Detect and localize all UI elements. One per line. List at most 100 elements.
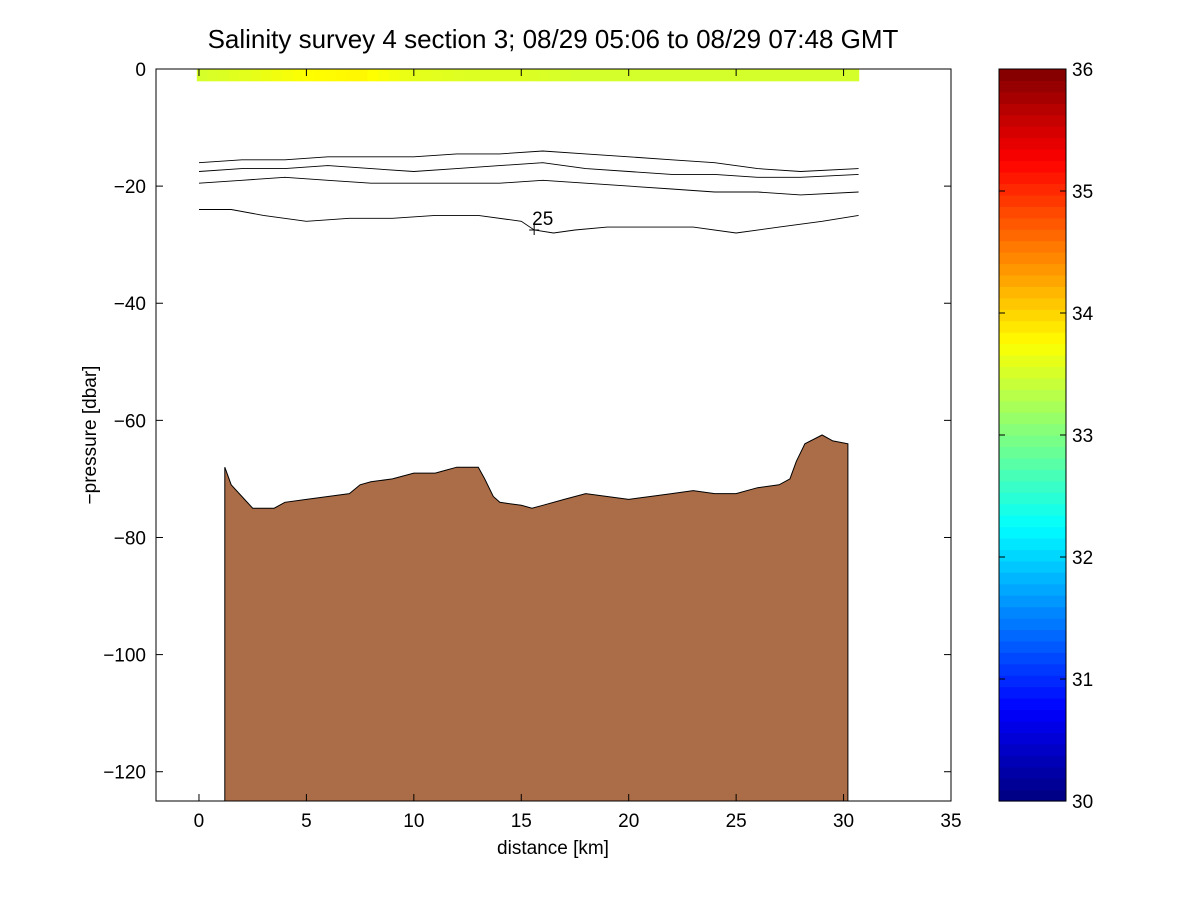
salinity-cell [655, 74, 668, 82]
colorbar-band [999, 595, 1066, 608]
salinity-cell [592, 10, 603, 16]
salinity-cell [229, 16, 240, 22]
salinity-cell [271, 69, 283, 76]
salinity-cell [207, 69, 219, 76]
salinity-cell [816, 0, 827, 5]
y-axis: 0 −20 −40 −60 −80 −100 −120 [103, 60, 951, 784]
salinity-cell [357, 5, 368, 11]
salinity-cell [827, 16, 838, 22]
x-axis: 0 5 10 15 20 25 30 35 [194, 69, 962, 832]
salinity-cell [773, 10, 784, 16]
salinity-cell [506, 74, 518, 82]
salinity-cell [709, 16, 720, 22]
salinity-cell [453, 16, 464, 22]
salinity-cell [624, 0, 635, 5]
salinity-cell [709, 69, 721, 76]
salinity-cell [602, 74, 614, 82]
salinity-cell [282, 16, 293, 22]
salinity-cell [719, 74, 732, 82]
salinity-cell [848, 5, 859, 11]
colorbar-band [999, 503, 1066, 516]
colorbar-band [999, 80, 1066, 93]
salinity-cell [293, 5, 304, 11]
salinity-cell [592, 5, 603, 11]
salinity-cell [784, 0, 795, 5]
colorbar-band [999, 366, 1066, 379]
salinity-cell [229, 10, 240, 16]
salinity-cell [827, 57, 838, 63]
salinity-cell [549, 69, 561, 76]
salinity-cell [624, 57, 635, 63]
colorbar-band [999, 515, 1066, 528]
colorbar-band [999, 309, 1066, 322]
contour-line-2 [198, 162, 859, 178]
colorbar-band [999, 103, 1066, 116]
salinity-cell [410, 16, 421, 22]
salinity-cell [272, 0, 283, 5]
colorbar-band [999, 572, 1066, 585]
salinity-cell [196, 74, 209, 82]
salinity-cell [303, 74, 315, 82]
salinity-cell [773, 57, 784, 63]
colorbar: 30 31 32 33 34 35 36 [998, 60, 1094, 813]
colorbar-band [999, 652, 1066, 665]
salinity-cell [325, 57, 336, 63]
salinity-cell [816, 57, 827, 63]
salinity-cell [570, 5, 581, 11]
salinity-cell [442, 69, 454, 76]
salinity-cell [420, 69, 433, 76]
salinity-cell [336, 57, 347, 63]
salinity-cell [762, 69, 774, 76]
salinity-cell [624, 16, 635, 22]
salinity-cell [709, 10, 720, 16]
y-tick-label: −120 [103, 763, 146, 784]
salinity-cell [410, 10, 421, 16]
colorbar-band [999, 206, 1066, 219]
salinity-cell [260, 74, 273, 82]
salinity-cell [325, 16, 336, 22]
salinity-cell [325, 5, 336, 11]
salinity-cell [250, 0, 261, 5]
salinity-cell [688, 16, 699, 22]
salinity-cell [346, 5, 357, 11]
salinity-cell [805, 69, 817, 76]
salinity-cell [282, 10, 293, 16]
salinity-cell [346, 16, 357, 22]
salinity-cell [666, 74, 678, 82]
salinity-cell [731, 10, 742, 16]
salinity-cell [336, 5, 347, 11]
y-axis-label: −pressure [dbar] [80, 366, 101, 505]
salinity-cell [731, 57, 742, 63]
salinity-cell [485, 10, 496, 16]
salinity-cell [346, 69, 358, 76]
salinity-cell [314, 5, 325, 11]
salinity-cell [367, 74, 379, 82]
salinity-cell [442, 16, 453, 22]
salinity-cell [805, 57, 816, 63]
salinity-cell [773, 5, 784, 11]
salinity-cell [837, 0, 848, 5]
salinity-cell [677, 69, 689, 76]
salinity-cell [453, 74, 465, 82]
salinity-cell [815, 74, 828, 82]
salinity-cell [304, 16, 315, 22]
salinity-cell [453, 5, 464, 11]
salinity-cell [699, 57, 710, 63]
salinity-cell [314, 57, 325, 63]
salinity-cell [250, 16, 261, 22]
salinity-cell [634, 10, 645, 16]
salinity-cell [378, 74, 390, 82]
salinity-cell [420, 74, 433, 82]
colorbar-band [999, 126, 1066, 139]
salinity-cell [229, 5, 240, 11]
x-tick-label: 35 [940, 811, 961, 832]
salinity-cell [570, 69, 582, 76]
salinity-cell [763, 5, 774, 11]
salinity-cell [666, 69, 678, 76]
salinity-cell [666, 16, 677, 22]
salinity-cell [720, 10, 731, 16]
colorbar-band [999, 743, 1066, 756]
salinity-cell [570, 74, 582, 82]
salinity-cell [250, 57, 261, 63]
salinity-cell [368, 0, 379, 5]
